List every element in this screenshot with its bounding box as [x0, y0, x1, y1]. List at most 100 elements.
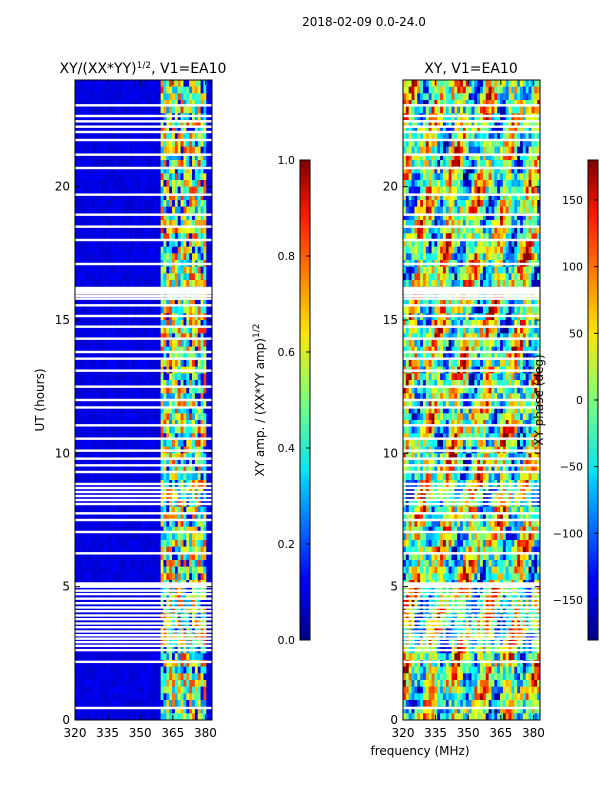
amplitude-cell — [203, 340, 207, 348]
amplitude-cell — [183, 526, 187, 534]
amplitude-cell — [89, 280, 93, 288]
amplitude-cell — [209, 386, 212, 394]
amplitude-cell — [200, 453, 204, 461]
amplitude-cell — [103, 133, 107, 141]
amplitude-cell — [117, 186, 122, 194]
amplitude-cell — [129, 333, 133, 341]
amplitude-cell — [75, 240, 79, 248]
amplitude-cell — [200, 320, 204, 328]
amplitude-cell — [166, 226, 170, 234]
amplitude-cell — [206, 453, 210, 461]
amplitude-cell — [152, 353, 156, 361]
amplitude-cell — [166, 333, 170, 341]
amplitude-cell — [186, 193, 190, 201]
amplitude-cell — [77, 133, 82, 141]
phase-cell — [491, 80, 495, 88]
amplitude-cell — [123, 353, 127, 361]
amplitude-cell — [137, 346, 142, 354]
amplitude-cell — [192, 573, 196, 581]
amplitude-cell — [140, 160, 144, 168]
flagged-row — [75, 288, 212, 292]
amplitude-cell — [126, 560, 130, 568]
amplitude-cell — [117, 213, 122, 221]
amplitude-cell — [206, 560, 210, 568]
amplitude-cell — [183, 180, 187, 188]
amplitude-cell — [197, 546, 201, 554]
amplitude-cell — [172, 146, 176, 154]
amplitude-cell — [172, 133, 176, 141]
amplitude-title-sup: 1/2 — [137, 61, 151, 71]
amplitude-cell — [83, 553, 87, 561]
amplitude-cell — [206, 686, 210, 694]
amplitude-cell — [149, 306, 153, 314]
amplitude-cell — [109, 346, 113, 354]
amplitude-cell — [112, 353, 116, 361]
amplitude-cell — [103, 373, 107, 381]
amplitude-cell — [126, 700, 130, 708]
amplitude-cell — [83, 240, 87, 248]
amplitude-cell — [97, 700, 102, 708]
amplitude-cell — [106, 180, 110, 188]
amplitude-cell — [106, 666, 110, 674]
amplitude-cell — [163, 706, 167, 714]
amplitude-cell — [146, 340, 150, 348]
amplitude-cell — [160, 706, 164, 714]
amplitude-cell — [169, 160, 173, 168]
amplitude-cell — [109, 126, 113, 134]
amplitude-cell — [134, 93, 139, 101]
amplitude-cell — [169, 193, 173, 201]
amplitude-cell — [106, 126, 110, 134]
amplitude-cell — [97, 100, 102, 108]
phase-cell — [457, 100, 461, 108]
amplitude-cell — [194, 386, 199, 394]
amplitude-cell — [123, 673, 127, 681]
amplitude-cell — [160, 333, 164, 341]
colorbar-tick-label: 0.0 — [278, 634, 296, 647]
amplitude-cell — [163, 686, 167, 694]
amplitude-cell — [80, 486, 84, 494]
amplitude-cell — [112, 266, 116, 274]
amplitude-cell — [134, 520, 139, 528]
amplitude-cell — [77, 526, 82, 534]
amplitude-cell — [206, 233, 210, 241]
amplitude-cell — [200, 93, 204, 101]
amplitude-cell — [160, 713, 164, 720]
amplitude-cell — [97, 340, 102, 348]
amplitude-cell — [197, 633, 201, 641]
amplitude-cell — [146, 253, 150, 261]
amplitude-cell — [97, 186, 102, 194]
amplitude-cell — [194, 693, 199, 701]
amplitude-cell — [140, 120, 144, 128]
amplitude-cell — [172, 100, 176, 108]
amplitude-cell — [83, 146, 87, 154]
amplitude-cell — [129, 100, 133, 108]
amplitude-cell — [132, 360, 136, 368]
amplitude-cell — [134, 326, 139, 334]
amplitude-cell — [163, 653, 167, 661]
amplitude-cell — [129, 126, 133, 134]
amplitude-cell — [117, 126, 122, 134]
amplitude-cell — [100, 206, 104, 214]
amplitude-cell — [120, 146, 124, 154]
amplitude-cell — [126, 166, 130, 174]
amplitude-cell — [92, 640, 96, 648]
amplitude-cell — [80, 633, 84, 641]
amplitude-cell — [80, 666, 84, 674]
amplitude-cell — [126, 400, 130, 408]
amplitude-cell — [77, 660, 82, 668]
amplitude-cell — [197, 246, 201, 254]
amplitude-cell — [163, 633, 167, 641]
amplitude-cell — [120, 413, 124, 421]
amplitude-cell — [192, 613, 196, 621]
amplitude-cell — [140, 220, 144, 228]
amplitude-cell — [163, 93, 167, 101]
amplitude-cell — [183, 133, 187, 141]
amplitude-cell — [143, 213, 147, 221]
amplitude-cell — [203, 153, 207, 161]
amplitude-cell — [192, 440, 196, 448]
amplitude-cell — [114, 713, 119, 720]
amplitude-cell — [143, 653, 147, 661]
amplitude-cell — [75, 160, 79, 168]
amplitude-cell — [149, 673, 153, 681]
amplitude-cell — [117, 306, 122, 314]
